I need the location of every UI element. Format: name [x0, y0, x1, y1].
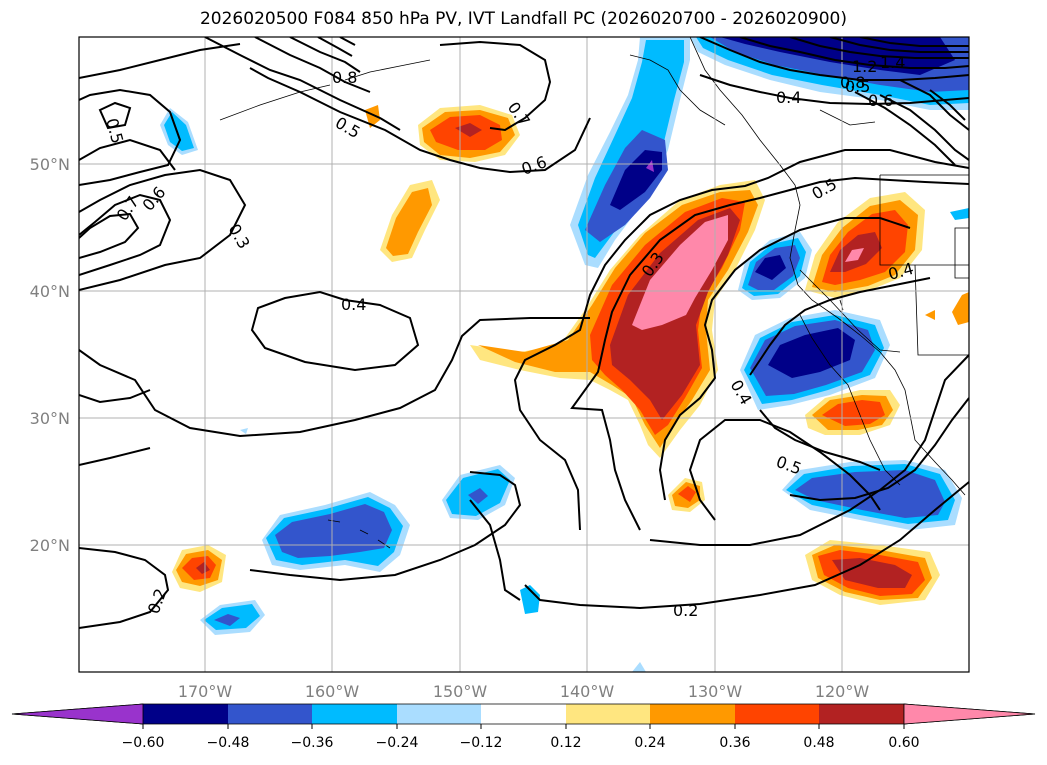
colorbar-tick-label: −0.12	[460, 735, 503, 751]
ivt-contours	[79, 37, 969, 629]
contour-label: 0.4	[776, 88, 801, 107]
lon-label: 120°W	[815, 682, 870, 701]
colorbar: −0.60 −0.48 −0.36 −0.24 −0.12 0.12 0.24 …	[11, 703, 1036, 751]
contour-label: 1.2	[852, 57, 877, 76]
lon-label: 160°W	[305, 682, 360, 701]
colorbar-tick-label: −0.48	[207, 735, 250, 751]
map-plot-area: 0.5 0.8 0.5 0.7 0.6 0.7 0.6 0.3 0.4 0.3 …	[79, 37, 969, 672]
lat-label: 30°N	[30, 409, 70, 428]
contour-label: 0.5	[845, 77, 870, 96]
longitude-axis-labels: 170°W 160°W 150°W 140°W 130°W 120°W	[178, 682, 870, 701]
contour-label: 0.6	[868, 91, 893, 110]
lat-label: 50°N	[30, 155, 70, 174]
map-title: 2026020500 F084 850 hPa PV, IVT Landfall…	[199, 9, 847, 29]
contour-label: 0.8	[332, 68, 357, 87]
contour-label: 1.4	[880, 53, 905, 72]
contour-label: 0.8	[840, 73, 865, 92]
lon-label: 170°W	[178, 682, 233, 701]
lon-label: 140°W	[560, 682, 615, 701]
lat-label: 40°N	[30, 282, 70, 301]
lon-label: 130°W	[688, 682, 743, 701]
colorbar-tick-label: −0.24	[376, 735, 419, 751]
colorbar-tick-label: 0.60	[888, 735, 919, 751]
map-gridlines	[79, 37, 969, 672]
colorbar-tick-label: 0.48	[803, 735, 834, 751]
positive-pv-shading	[172, 105, 969, 605]
contour-labels: 0.5 0.8 0.5 0.7 0.6 0.7 0.6 0.3 0.4 0.3 …	[102, 53, 915, 620]
colorbar-tick-label: 0.12	[550, 735, 581, 751]
latitude-axis-labels: 20°N 30°N 40°N 50°N	[30, 155, 70, 555]
colorbar-tick-label: 0.36	[719, 735, 750, 751]
coastlines	[219, 37, 969, 549]
lon-label: 150°W	[433, 682, 488, 701]
colorbar-tick-label: −0.36	[291, 735, 334, 751]
contour-label: 0.2	[673, 601, 698, 620]
map-frame	[78, 36, 970, 673]
colorbar-tick-label: 0.24	[634, 735, 665, 751]
lat-label: 20°N	[30, 536, 70, 555]
colorbar-tick-label: −0.60	[122, 735, 165, 751]
contour-label: 0.4	[341, 295, 366, 314]
